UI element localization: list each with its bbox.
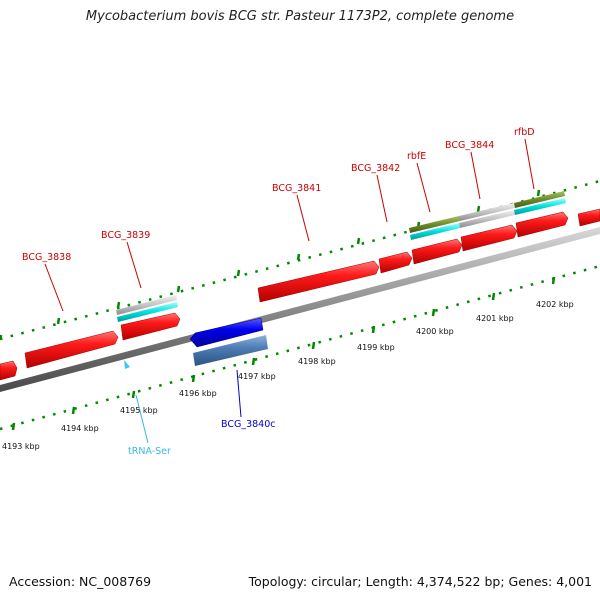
gene-arrow-bcg3842 [378, 251, 413, 274]
gray-feature-bcg3844 [459, 203, 515, 221]
kbp-label-4193: 4193 kbp [2, 442, 40, 451]
kbp-label-4195: 4195 kbp [120, 406, 158, 415]
label-bcg3840c: BCG_3840c [221, 419, 276, 430]
cyan-feature-rbfe [410, 223, 460, 240]
kbp-label-4196: 4196 kbp [179, 389, 217, 398]
gene-arrow-rbfe [411, 238, 463, 265]
steel-feature-bcg3840c [193, 335, 268, 366]
gene-arrow-bcg3844 [460, 224, 518, 252]
label-trna-ser: tRNA-Ser [128, 446, 171, 457]
kbp-label-4202: 4202 kbp [536, 300, 574, 309]
kbp-label-4197: 4197 kbp [238, 372, 276, 381]
label-bcg3839: BCG_3839 [101, 230, 150, 241]
gray-feature-bcg3839 [116, 295, 177, 315]
inner-major-ticks [11, 276, 556, 431]
gene-arrow-bcg3839 [120, 312, 181, 341]
kbp-label-4194: 4194 kbp [61, 424, 99, 433]
kbp-label-4198: 4198 kbp [298, 357, 336, 366]
label-bcg3842: BCG_3842 [351, 163, 400, 174]
kbp-label-4201: 4201 kbp [476, 314, 514, 323]
gene-arrow-rfbd [515, 211, 569, 238]
label-bcg3841: BCG_3841 [272, 183, 321, 194]
olive-feature-rbfe [409, 216, 460, 233]
gene-arrow-bcg3838 [24, 330, 119, 369]
label-rbfe: rbfE [407, 151, 426, 162]
gray-feature-rbfe [459, 210, 515, 228]
kbp-label-4199: 4199 kbp [357, 343, 395, 352]
label-leaders [44, 138, 535, 444]
label-bcg3838: BCG_3838 [22, 252, 71, 263]
genome-summary-text: Topology: circular; Length: 4,374,522 bp… [248, 574, 592, 589]
gene-arrow-left-partial [0, 360, 18, 381]
inner-tick-ruler [0, 264, 600, 431]
genome-backbone [0, 227, 600, 392]
label-rfbd: rfbD [514, 127, 535, 138]
gene-arrow-bcg3840c [189, 317, 264, 348]
gene-arrow-right-partial [577, 208, 600, 227]
page-title: Mycobacterium bovis BCG str. Pasteur 117… [85, 9, 515, 24]
trna-ser-marker [124, 360, 130, 369]
accession-text: Accession: NC_008769 [9, 574, 152, 589]
cyan-feature-bcg3839 [117, 302, 178, 322]
label-bcg3844: BCG_3844 [445, 140, 494, 151]
cyan-feature-rfbd [514, 198, 566, 215]
olive-feature-rfbd [514, 191, 565, 208]
gene-arrow-bcg3841 [257, 260, 380, 303]
kbp-label-4200: 4200 kbp [416, 327, 454, 336]
